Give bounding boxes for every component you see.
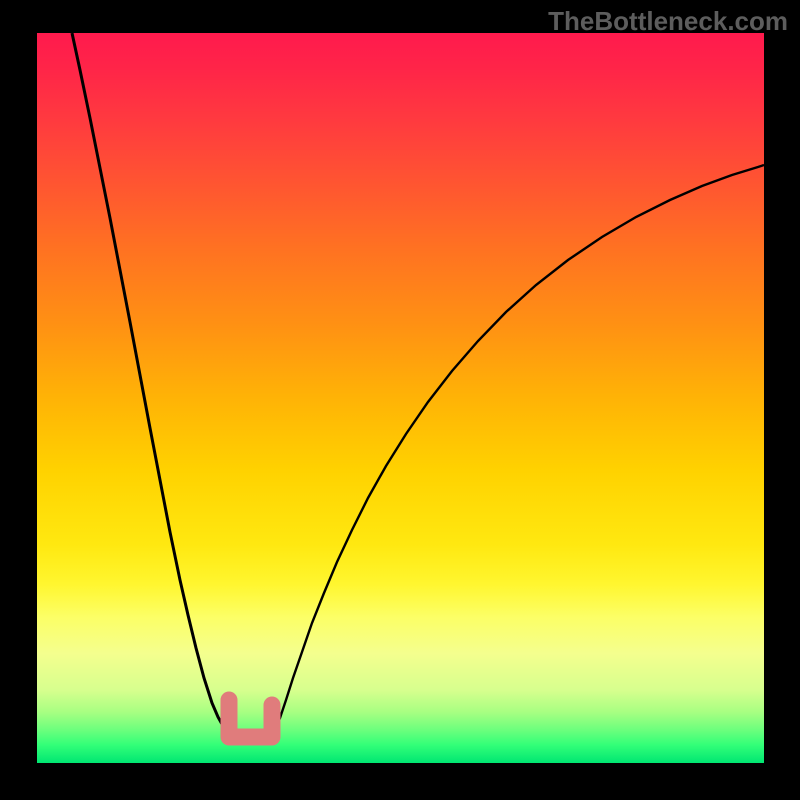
watermark-text: TheBottleneck.com: [548, 6, 788, 37]
chart-stage: TheBottleneck.com: [0, 0, 800, 800]
gradient-plot-area: [37, 33, 764, 763]
